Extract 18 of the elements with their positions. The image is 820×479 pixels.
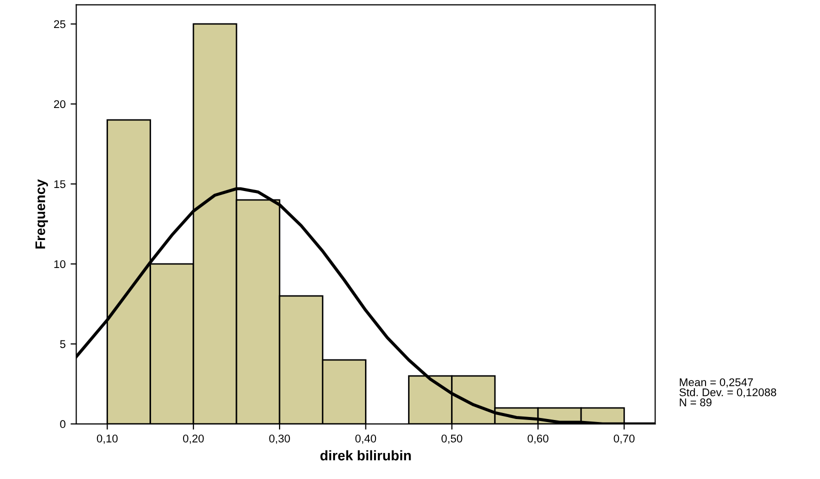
x-tick-label: 0,30	[269, 434, 290, 444]
y-tick-label: 0	[60, 420, 66, 428]
y-tick-label: 20	[54, 100, 66, 108]
x-tick-label: 0,50	[441, 434, 462, 444]
y-axis-title: Frequency	[35, 179, 48, 249]
x-axis-title: direk bilirubin	[320, 450, 411, 460]
y-tick-label: 10	[54, 260, 66, 268]
y-tick-label: 15	[54, 180, 66, 188]
y-tick-label: 5	[60, 340, 66, 348]
x-tick-label: 0,10	[96, 434, 118, 444]
x-tick-label: 0,40	[355, 434, 376, 444]
x-tick-label: 0,70	[614, 434, 635, 444]
x-tick-label: 0,60	[528, 434, 548, 444]
x-tick-label: 0,20	[183, 434, 204, 444]
text: Mean = 0,2547	[680, 378, 753, 388]
text: Std. Dev. = 0,12088	[679, 388, 776, 398]
y-tick-label: 25	[54, 20, 66, 28]
text: N = 89	[680, 398, 712, 406]
